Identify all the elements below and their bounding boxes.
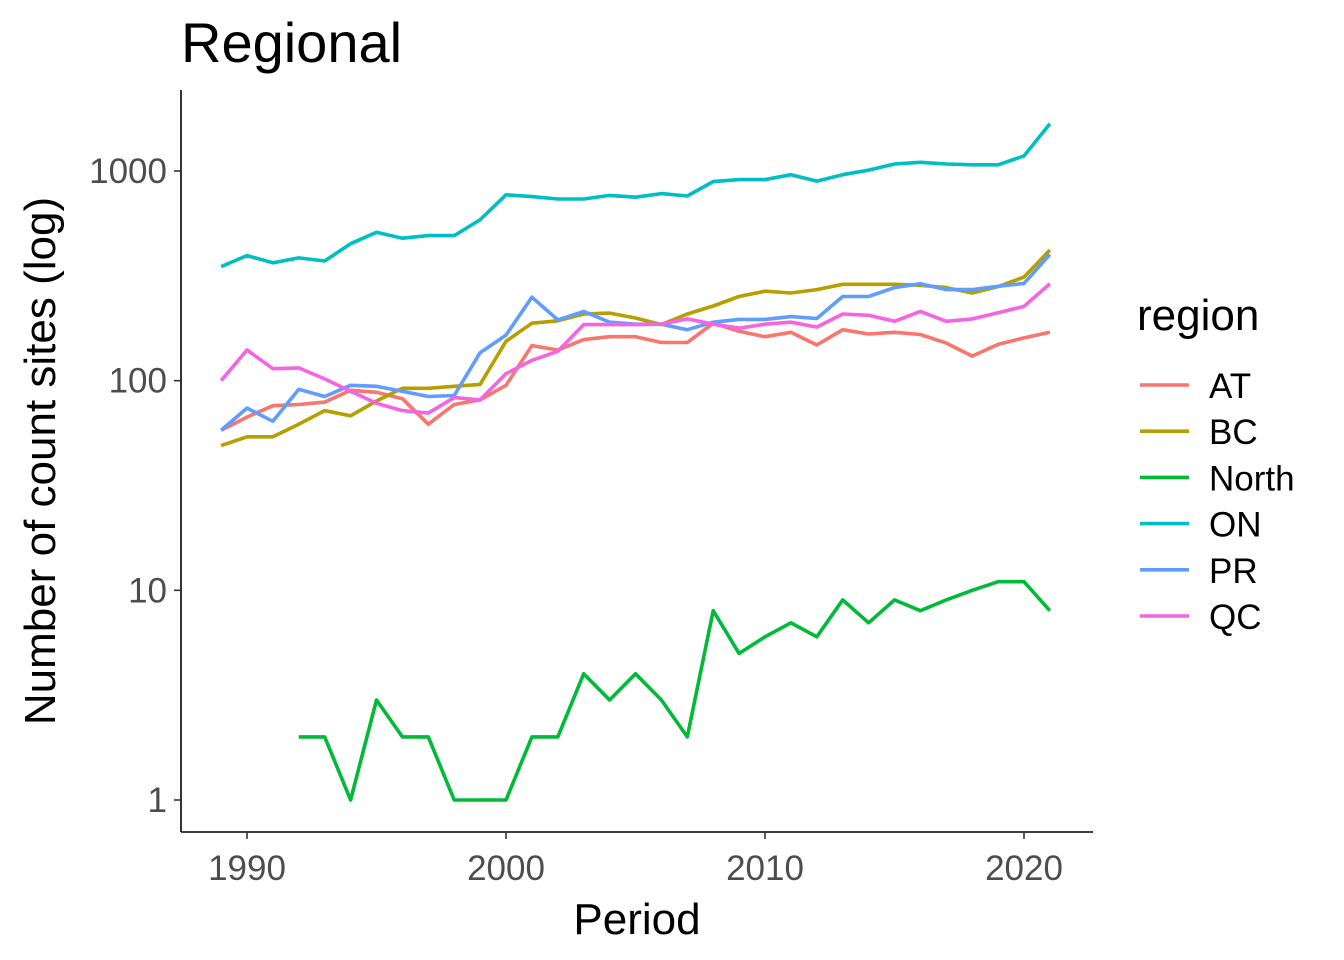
legend-items: AT BC North ON PR QC (1140, 367, 1295, 637)
x-axis-title: Period (573, 895, 700, 944)
legend-label-on: ON (1209, 506, 1262, 545)
legend-label-north: North (1209, 459, 1295, 498)
legend-label-qc: QC (1209, 598, 1262, 637)
series-line-qc (219, 282, 1052, 415)
series-lines (219, 122, 1052, 802)
x-tick-label: 2020 (985, 849, 1063, 888)
y-axis-ticks: 1 10 100 1000 (89, 152, 181, 820)
series-line-pr (219, 253, 1052, 432)
chart-title: Regional (181, 11, 402, 74)
series-line-at (220, 321, 1051, 432)
series-line-north (298, 579, 1052, 802)
y-tick-label: 10 (128, 571, 167, 610)
legend: region AT BC North ON PR QC (1137, 291, 1295, 637)
x-axis-ticks: 1990 2000 2010 2020 (208, 832, 1063, 888)
y-tick-label: 1000 (89, 152, 167, 191)
series-line-on (220, 122, 1052, 269)
plot-area: 1 10 100 1000 1990 2000 2010 2020 (89, 90, 1093, 888)
x-tick-label: 2000 (467, 849, 545, 888)
x-tick-label: 2010 (726, 849, 804, 888)
legend-label-bc: BC (1209, 413, 1258, 452)
legend-label-at: AT (1209, 367, 1251, 406)
series-line-bc (220, 248, 1052, 448)
legend-title: region (1137, 291, 1259, 340)
y-axis-title: Number of count sites (log) (16, 197, 65, 725)
y-tick-label: 100 (109, 362, 167, 401)
legend-label-pr: PR (1209, 552, 1258, 591)
x-tick-label: 1990 (208, 849, 286, 888)
y-tick-label: 1 (148, 781, 167, 820)
